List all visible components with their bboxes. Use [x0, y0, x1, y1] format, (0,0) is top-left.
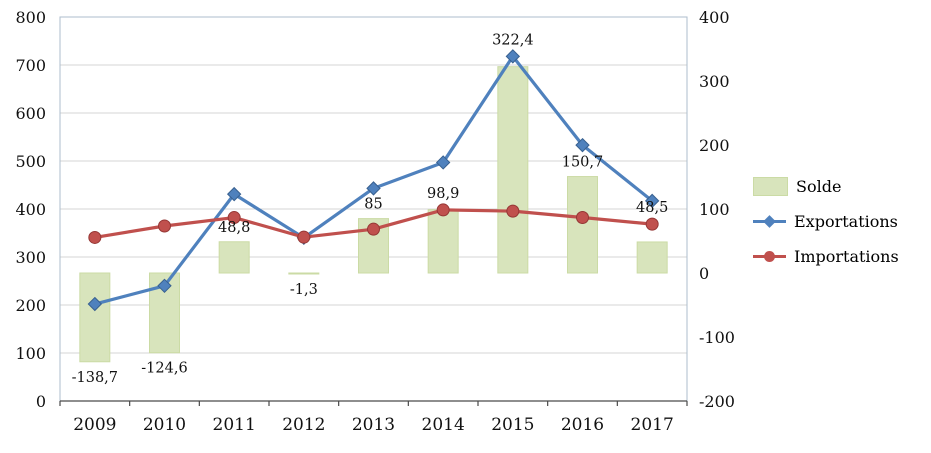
left-axis-tick-label: 200 — [15, 296, 46, 315]
importations-marker — [576, 210, 589, 224]
left-axis-tick-label: 700 — [15, 56, 46, 75]
left-axis-tick-label: 100 — [15, 344, 46, 363]
exportations-marker — [226, 186, 242, 202]
solde-data-label: -1,3 — [290, 282, 318, 298]
importations-marker — [227, 211, 241, 225]
exportations-line-icon — [753, 213, 786, 230]
right-axis-tick-label: 400 — [699, 8, 730, 27]
importations-marker — [645, 217, 659, 231]
category-label: 2016 — [561, 415, 604, 435]
solde-bar — [497, 66, 529, 274]
solde-bar — [218, 241, 250, 274]
exportations-marker — [87, 296, 103, 312]
solde-data-label: 85 — [364, 197, 382, 213]
legend-item-importations: Importations — [753, 246, 899, 266]
legend: Solde Exportations Importations — [753, 176, 899, 266]
exportations-marker — [157, 278, 172, 294]
exportations-marker — [575, 137, 590, 153]
importations-marker — [158, 219, 171, 233]
solde-bar — [79, 272, 111, 363]
exportations-marker — [505, 49, 521, 64]
category-label: 2011 — [213, 415, 256, 435]
importations-marker — [297, 230, 311, 244]
importations-marker — [506, 204, 520, 218]
solde-data-label: -138,7 — [72, 370, 118, 386]
legend-label-solde: Solde — [796, 176, 842, 196]
exportations-marker — [366, 181, 381, 196]
solde-data-label: 322,4 — [492, 32, 534, 48]
legend-item-exportations: Exportations — [753, 211, 899, 231]
solde-swatch-icon — [753, 176, 788, 196]
importations-line-icon — [753, 248, 786, 265]
diamond-marker-icon — [763, 214, 776, 228]
solde-bar — [427, 209, 459, 274]
circle-marker-icon — [764, 250, 775, 262]
left-axis-tick-label: 500 — [15, 152, 46, 171]
left-axis-tick-label: 800 — [15, 8, 46, 27]
right-axis-tick-label: 300 — [699, 72, 730, 91]
importations-marker — [88, 230, 102, 244]
left-axis-tick-label: 600 — [15, 104, 46, 123]
category-label: 2017 — [631, 415, 674, 435]
category-label: 2012 — [282, 415, 325, 435]
solde-data-label: -124,6 — [141, 361, 187, 377]
solde-bar — [636, 241, 668, 274]
category-label: 2015 — [491, 415, 534, 435]
legend-label-importations: Importations — [794, 246, 899, 266]
solde-data-label: 150,7 — [562, 155, 604, 171]
right-axis-tick-label: -100 — [699, 328, 735, 347]
right-axis-tick-label: -200 — [699, 392, 735, 411]
solde-bar — [567, 176, 598, 274]
solde-data-label: 48,5 — [636, 200, 668, 216]
right-axis-tick-label: 0 — [699, 264, 709, 283]
left-axis-tick-label: 300 — [15, 248, 46, 267]
category-label: 2009 — [73, 415, 116, 435]
right-axis-tick-label: 100 — [699, 200, 730, 219]
category-label: 2010 — [143, 415, 186, 435]
left-axis-tick-label: 0 — [36, 392, 46, 411]
right-axis-tick-label: 200 — [699, 136, 730, 155]
exportations-marker — [644, 193, 660, 209]
chart-canvas: -138,7 -124,6 48,8 -1,3 85 98,9 322,4 150,7 48,5… — [15, 8, 735, 435]
importations-marker — [436, 203, 450, 217]
solde-bar — [288, 272, 320, 275]
category-label: 2014 — [422, 415, 465, 435]
importations-marker — [367, 222, 380, 236]
solde-data-label: 98,9 — [427, 186, 459, 202]
solde-data-label: 48,8 — [218, 220, 250, 236]
legend-label-exportations: Exportations — [794, 211, 898, 231]
left-axis-tick-label: 400 — [15, 200, 46, 219]
category-label: 2013 — [352, 415, 395, 435]
legend-item-solde: Solde — [753, 176, 899, 196]
exportations-marker — [435, 155, 451, 170]
